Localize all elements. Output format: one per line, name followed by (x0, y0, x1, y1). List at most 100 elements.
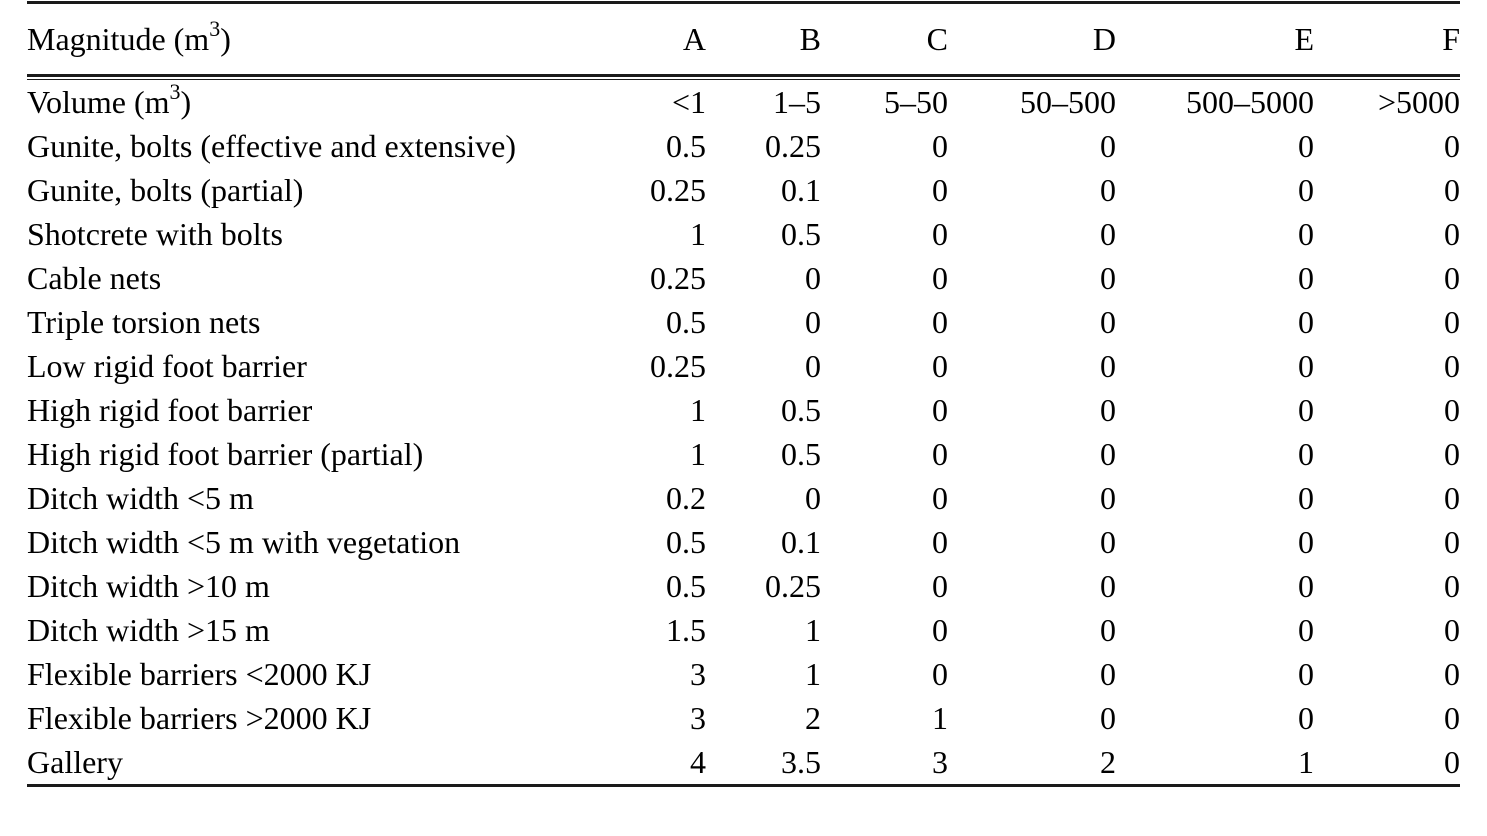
cell-e: 0 (1298, 567, 1314, 604)
column-header-b: B (799, 20, 821, 57)
cell-f: 0 (1444, 259, 1460, 296)
table-row: Volume (m3) <1 1–5 5–50 50–500 500–5000 >5000 (27, 80, 1460, 124)
table-row: Flexible barriers <2000 KJ 3 1 0 0 0 0 (27, 652, 1460, 696)
cell-e: 0 (1298, 127, 1314, 164)
cell-a: 0.5 (666, 567, 706, 604)
row-label: Flexible barriers <2000 KJ (27, 655, 372, 692)
cell-a: 1 (690, 435, 706, 472)
cell-c: 0 (932, 303, 948, 340)
cell-b: 0 (805, 479, 821, 516)
cell-b: 0 (805, 303, 821, 340)
table-row: Low rigid foot barrier 0.25 0 0 0 0 0 (27, 344, 1460, 388)
cell-d: 0 (1100, 611, 1116, 648)
row-label: Gallery (27, 743, 123, 780)
cell-c: 5–50 (884, 83, 948, 120)
table-row: Triple torsion nets 0.5 0 0 0 0 0 (27, 300, 1460, 344)
cell-c: 0 (932, 655, 948, 692)
header-row: Magnitude (m3) A B C D E F (27, 4, 1460, 74)
cell-d: 50–500 (1020, 83, 1116, 120)
column-header-a: A (682, 20, 706, 57)
cell-d: 0 (1100, 655, 1116, 692)
cell-b: 0.1 (781, 171, 821, 208)
row-label: Gunite, bolts (effective and extensive) (27, 127, 517, 164)
cell-c: 0 (932, 611, 948, 648)
cell-f: 0 (1444, 523, 1460, 560)
cell-c: 0 (932, 127, 948, 164)
cell-e: 0 (1298, 435, 1314, 472)
cell-b: 0 (805, 259, 821, 296)
row-label: Triple torsion nets (27, 303, 261, 340)
cell-a: 0.25 (650, 347, 706, 384)
cell-f: 0 (1444, 215, 1460, 252)
column-header-d: D (1092, 20, 1116, 57)
cell-c: 0 (932, 523, 948, 560)
cell-e: 0 (1298, 699, 1314, 736)
row-label: Flexible barriers >2000 KJ (27, 699, 372, 736)
cell-f: 0 (1444, 303, 1460, 340)
row-label: Ditch width <5 m with vegetation (27, 523, 461, 560)
cell-f: >5000 (1377, 83, 1460, 120)
cell-e: 0 (1298, 259, 1314, 296)
table-row: Ditch width <5 m 0.2 0 0 0 0 0 (27, 476, 1460, 520)
cell-d: 0 (1100, 127, 1116, 164)
column-header-c: C (926, 20, 948, 57)
cell-b: 0.25 (765, 127, 821, 164)
cell-c: 0 (932, 259, 948, 296)
row-label: High rigid foot barrier (partial) (27, 435, 424, 472)
table-row: Ditch width >10 m 0.5 0.25 0 0 0 0 (27, 564, 1460, 608)
cell-e: 0 (1298, 215, 1314, 252)
cell-f: 0 (1444, 171, 1460, 208)
table-row: High rigid foot barrier 1 0.5 0 0 0 0 (27, 388, 1460, 432)
table-body: Volume (m3) <1 1–5 5–50 50–500 500–5000 >5000 G… (27, 80, 1460, 784)
cell-d: 0 (1100, 567, 1116, 604)
cell-b: 2 (805, 699, 821, 736)
table-row: Ditch width <5 m with vegetation 0.5 0.1 0 0… (27, 520, 1460, 564)
cell-d: 0 (1100, 479, 1116, 516)
cell-b: 1 (805, 655, 821, 692)
cell-e: 1 (1298, 743, 1314, 780)
cell-c: 0 (932, 215, 948, 252)
cell-d: 0 (1100, 699, 1116, 736)
cell-c: 0 (932, 435, 948, 472)
cell-b: 0.25 (765, 567, 821, 604)
cell-f: 0 (1444, 391, 1460, 428)
row-label: Ditch width >10 m (27, 567, 270, 604)
cell-b: 1–5 (773, 83, 821, 120)
cell-e: 0 (1298, 347, 1314, 384)
cell-d: 0 (1100, 391, 1116, 428)
column-header-f: F (1442, 20, 1460, 57)
superscript: 3 (209, 15, 221, 41)
cell-a: 0.25 (650, 171, 706, 208)
bottom-rule (27, 784, 1460, 787)
cell-e: 0 (1298, 391, 1314, 428)
cell-e: 0 (1298, 303, 1314, 340)
cell-d: 0 (1100, 435, 1116, 472)
cell-f: 0 (1444, 567, 1460, 604)
cell-a: 4 (690, 743, 706, 780)
cell-c: 0 (932, 391, 948, 428)
table-row: High rigid foot barrier (partial) 1 0.5 0 0 0… (27, 432, 1460, 476)
cell-d: 0 (1100, 303, 1116, 340)
cell-d: 0 (1100, 215, 1116, 252)
table-row: Cable nets 0.25 0 0 0 0 0 (27, 256, 1460, 300)
cell-f: 0 (1444, 435, 1460, 472)
cell-e: 0 (1298, 479, 1314, 516)
cell-f: 0 (1444, 611, 1460, 648)
cell-a: 0.5 (666, 127, 706, 164)
cell-e: 0 (1298, 171, 1314, 208)
table-row: Gunite, bolts (partial) 0.25 0.1 0 0 0 0 (27, 168, 1460, 212)
table-row: Gallery 4 3.5 3 2 1 0 (27, 740, 1460, 784)
cell-a: 1 (690, 215, 706, 252)
row-label: Gunite, bolts (partial) (27, 171, 304, 208)
table-header: Magnitude (m3) A B C D E F (27, 4, 1460, 74)
cell-f: 0 (1444, 743, 1460, 780)
cell-e: 0 (1298, 523, 1314, 560)
cell-b: 0 (805, 347, 821, 384)
row-label: Ditch width <5 m (27, 479, 254, 516)
cell-b: 0.5 (781, 435, 821, 472)
cell-c: 3 (932, 743, 948, 780)
cell-d: 0 (1100, 259, 1116, 296)
cell-d: 0 (1100, 347, 1116, 384)
header-separator-rule (27, 74, 1460, 80)
cell-c: 0 (932, 479, 948, 516)
